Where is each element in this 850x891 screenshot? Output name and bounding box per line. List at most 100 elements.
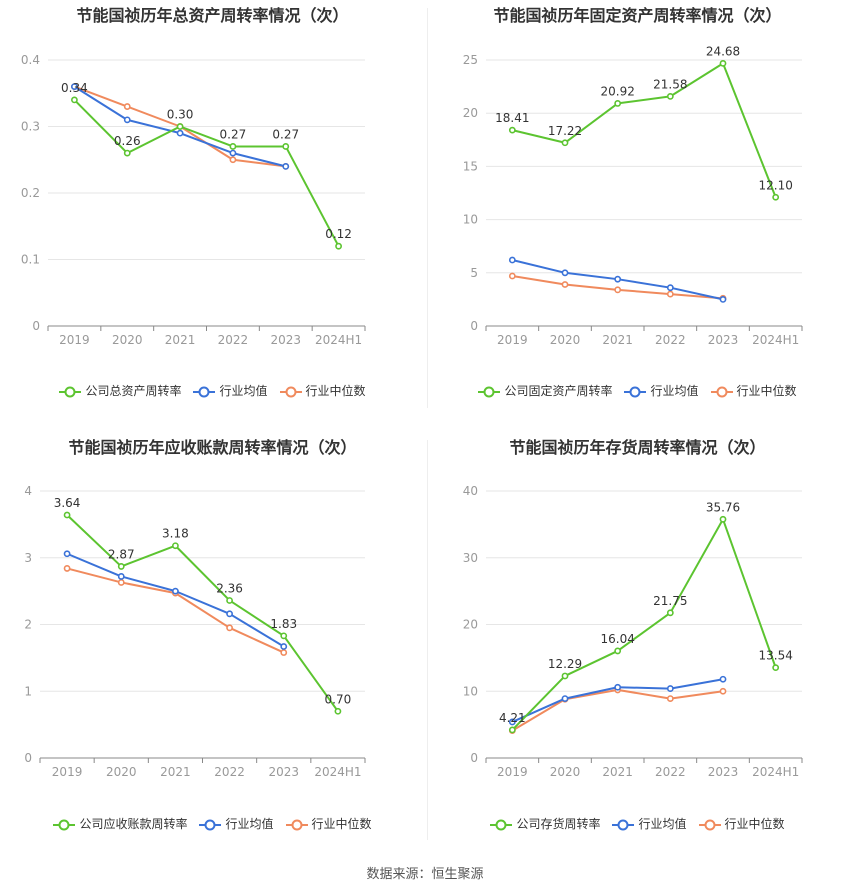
- data-point-median[interactable]: [63, 565, 71, 572]
- data-point-avg[interactable]: [172, 587, 179, 595]
- y-tick-label: 3: [24, 551, 32, 565]
- data-point-company[interactable]: [176, 123, 184, 130]
- data-point-avg[interactable]: [280, 643, 288, 650]
- legend-item-company[interactable]: 公司应收账款周转率: [53, 815, 187, 832]
- data-point-avg[interactable]: [666, 284, 674, 292]
- legend-item-avg[interactable]: 行业均值: [199, 815, 274, 832]
- legend-marker-icon: [624, 386, 647, 397]
- legend-item-company[interactable]: 公司固定资产周转率: [478, 382, 612, 399]
- data-point-avg[interactable]: [719, 295, 727, 303]
- data-point-company[interactable]: [561, 139, 569, 147]
- data-point-company[interactable]: [772, 664, 780, 672]
- data-point-company[interactable]: [229, 143, 237, 150]
- legend-item-avg[interactable]: 行业均值: [193, 382, 268, 399]
- data-label: 0.27: [272, 127, 299, 141]
- data-point-company[interactable]: [123, 149, 131, 157]
- legend-item-company[interactable]: 公司存货周转率: [490, 815, 600, 832]
- chart-title: 节能国祯历年应收账款周转率情况（次）: [68, 438, 357, 457]
- x-tick-label: 2021: [602, 333, 633, 347]
- y-tick-label: 0: [470, 319, 478, 333]
- data-point-company[interactable]: [280, 632, 288, 640]
- legend-marker-icon: [193, 386, 216, 397]
- data-point-company[interactable]: [719, 515, 727, 523]
- data-point-avg[interactable]: [63, 550, 71, 558]
- data-point-median[interactable]: [614, 286, 622, 294]
- data-point-median[interactable]: [229, 156, 237, 164]
- legend-item-median[interactable]: 行业中位数: [285, 815, 372, 832]
- data-point-avg[interactable]: [719, 675, 727, 683]
- x-tick-label: 2021: [602, 765, 633, 779]
- data-point-median[interactable]: [280, 649, 288, 656]
- data-point-avg[interactable]: [508, 256, 516, 264]
- data-point-company[interactable]: [172, 542, 179, 550]
- x-tick-label: 2020: [106, 765, 137, 779]
- data-point-avg[interactable]: [226, 610, 233, 618]
- x-tick-label: 2024H1: [314, 765, 361, 779]
- data-point-avg[interactable]: [176, 129, 184, 137]
- data-point-company[interactable]: [63, 511, 71, 519]
- legend-marker-icon: [279, 386, 302, 397]
- data-point-company[interactable]: [508, 726, 516, 734]
- series-line-median: [66, 567, 285, 654]
- data-point-company[interactable]: [719, 60, 727, 67]
- legend-item-median[interactable]: 行业中位数: [710, 382, 797, 399]
- legend-marker-icon: [698, 819, 721, 830]
- x-tick-label: 2022: [214, 765, 245, 779]
- data-point-company[interactable]: [772, 193, 780, 201]
- data-point-median[interactable]: [117, 579, 125, 586]
- legend-marker-icon: [285, 819, 308, 830]
- data-label: 2.87: [108, 547, 135, 561]
- data-point-avg[interactable]: [282, 162, 290, 170]
- y-tick-label: 1: [24, 684, 32, 698]
- data-point-median[interactable]: [666, 695, 674, 702]
- data-point-company[interactable]: [508, 126, 516, 134]
- legend-label: 公司存货周转率: [516, 817, 601, 831]
- data-point-company[interactable]: [561, 672, 569, 680]
- data-point-company[interactable]: [117, 563, 125, 570]
- data-point-avg[interactable]: [123, 116, 131, 124]
- y-tick-label: 4: [24, 484, 32, 498]
- data-point-median[interactable]: [719, 687, 727, 695]
- data-label: 24.68: [706, 44, 740, 58]
- legend-label: 行业中位数: [736, 384, 797, 398]
- data-point-company[interactable]: [666, 92, 674, 100]
- x-tick-label: 2019: [497, 333, 528, 347]
- legend-item-company[interactable]: 公司总资产周转率: [59, 382, 181, 399]
- data-point-median[interactable]: [123, 103, 131, 110]
- data-point-company[interactable]: [226, 597, 233, 604]
- data-point-avg[interactable]: [71, 83, 78, 90]
- x-tick-label: 2024H1: [752, 333, 799, 347]
- data-point-company[interactable]: [282, 143, 290, 150]
- legend-item-median[interactable]: 行业中位数: [698, 815, 785, 832]
- data-label: 0.12: [325, 227, 352, 241]
- data-point-avg[interactable]: [614, 683, 622, 691]
- data-point-company[interactable]: [614, 647, 622, 655]
- data-point-company[interactable]: [334, 707, 342, 715]
- data-point-company[interactable]: [71, 96, 78, 104]
- data-point-median[interactable]: [666, 290, 674, 298]
- data-point-company[interactable]: [335, 242, 342, 250]
- data-point-avg[interactable]: [117, 573, 125, 580]
- data-point-avg[interactable]: [508, 718, 516, 726]
- data-point-company[interactable]: [614, 100, 622, 107]
- data-point-avg[interactable]: [561, 695, 569, 702]
- y-tick-label: 0.2: [21, 186, 40, 200]
- data-point-avg[interactable]: [561, 269, 569, 277]
- data-label: 1.83: [270, 617, 297, 631]
- data-point-avg[interactable]: [614, 275, 622, 283]
- data-point-median[interactable]: [226, 624, 233, 632]
- legend-item-avg[interactable]: 行业均值: [624, 382, 699, 399]
- legend-item-median[interactable]: 行业中位数: [279, 382, 366, 399]
- data-point-company[interactable]: [666, 609, 674, 617]
- data-label: 0.30: [167, 108, 194, 122]
- data-point-median[interactable]: [508, 272, 516, 280]
- panel-divider: [427, 440, 428, 840]
- data-point-avg[interactable]: [229, 149, 237, 157]
- data-point-median[interactable]: [561, 281, 569, 288]
- legend-item-avg[interactable]: 行业均值: [612, 815, 687, 832]
- data-point-avg[interactable]: [666, 685, 674, 692]
- x-tick-label: 2023: [270, 333, 301, 347]
- chart-title: 节能国祯历年固定资产周转率情况（次）: [493, 6, 782, 25]
- data-label: 12.10: [758, 178, 792, 192]
- data-label: 3.64: [54, 496, 81, 510]
